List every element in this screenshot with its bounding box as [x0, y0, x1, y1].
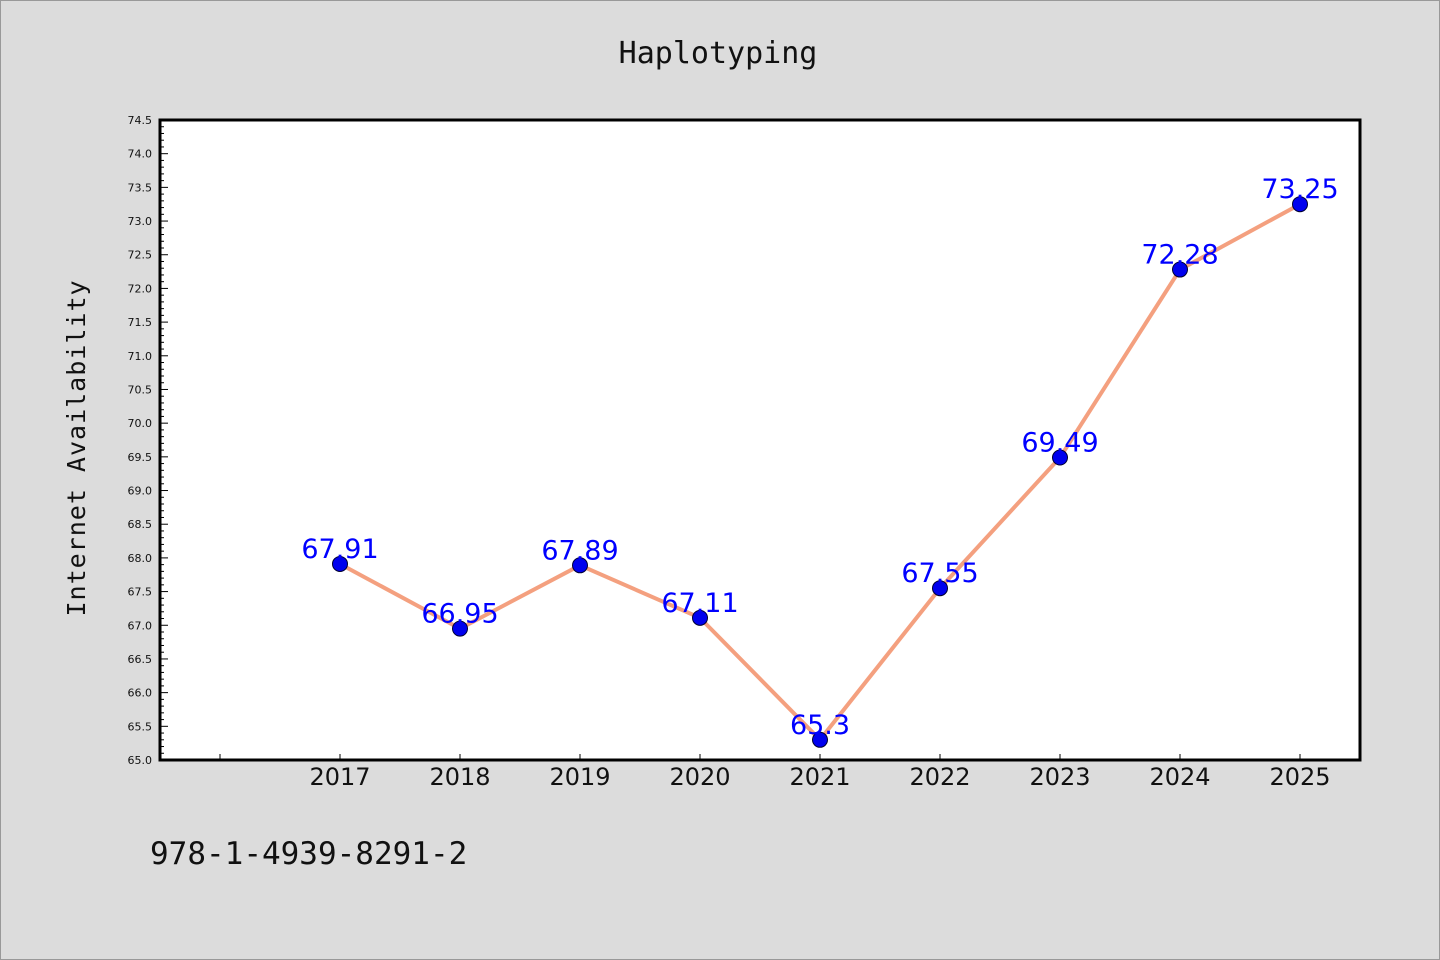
data-label: 73.25: [1261, 174, 1338, 205]
x-tick-label: 2020: [669, 763, 730, 791]
y-tick-label: 70.0: [128, 417, 153, 430]
x-tick-label: 2022: [909, 763, 970, 791]
y-tick-label: 68.0: [128, 552, 153, 565]
data-point: [932, 580, 948, 597]
chart-title: Haplotyping: [619, 36, 818, 71]
data-series: 67.91 66.95 67.89 67.11 65.3 67.55 69.49 72.28 7…: [301, 174, 1339, 748]
data-label: 69.49: [1021, 428, 1098, 459]
data-label: 67.55: [901, 558, 978, 589]
y-tick-label: 67.5: [128, 586, 153, 599]
x-tick-label: 2018: [429, 763, 490, 791]
y-tick-label: 69.0: [128, 485, 153, 498]
data-point: [1052, 449, 1068, 466]
y-tick-label: 74.5: [128, 114, 153, 127]
x-tick-label: 2024: [1149, 763, 1210, 791]
data-label: 67.89: [541, 535, 618, 566]
plot-area: [158, 118, 1362, 762]
y-tick-label: 71.5: [128, 316, 153, 329]
y-tick-label: 66.5: [128, 653, 153, 666]
y-tick-label: 70.5: [128, 383, 153, 396]
x-tick-label: 2023: [1029, 763, 1090, 791]
y-tick-label: 72.0: [128, 282, 153, 295]
y-tick-label: 65.0: [128, 754, 153, 767]
data-label: 66.95: [421, 599, 498, 630]
x-tick-label: 2025: [1269, 763, 1330, 791]
x-tick-label: 2021: [789, 763, 850, 791]
data-label: 72.28: [1141, 240, 1218, 271]
data-point: [812, 731, 828, 748]
data-point: [452, 620, 468, 637]
data-label: 67.11: [661, 588, 738, 619]
data-point: [332, 555, 348, 572]
data-point: [692, 609, 708, 626]
y-tick-label: 73.5: [128, 181, 153, 194]
y-tick-label: 72.5: [128, 249, 153, 262]
y-axis: 65.0 65.5 66.0 66.5 67.0 67.5 68.0 68.5 69.0 69.5…: [128, 114, 168, 767]
y-tick-label: 73.0: [128, 215, 153, 228]
y-tick-label: 65.5: [128, 720, 153, 733]
y-tick-label: 71.0: [128, 350, 153, 363]
data-point: [572, 557, 588, 574]
y-axis-label: Internet Availability: [62, 279, 91, 616]
y-tick-label: 67.0: [128, 619, 153, 632]
footer-isbn: 978-1-4939-8291-2: [150, 836, 467, 872]
x-axis: 2017 2018 2019 2020 2021 2022 2023 2024 2025: [219, 754, 1331, 791]
data-label: 67.91: [301, 534, 378, 565]
y-tick-label: 68.5: [128, 518, 153, 531]
y-tick-label: 69.5: [128, 451, 153, 464]
y-tick-label: 74.0: [128, 148, 153, 161]
x-tick-label: 2017: [309, 763, 370, 791]
y-tick-label: 66.0: [128, 687, 153, 700]
data-point: [1172, 261, 1188, 278]
data-label: 65.3: [790, 710, 850, 741]
x-tick-label: 2019: [549, 763, 610, 791]
data-point: [1292, 196, 1308, 213]
